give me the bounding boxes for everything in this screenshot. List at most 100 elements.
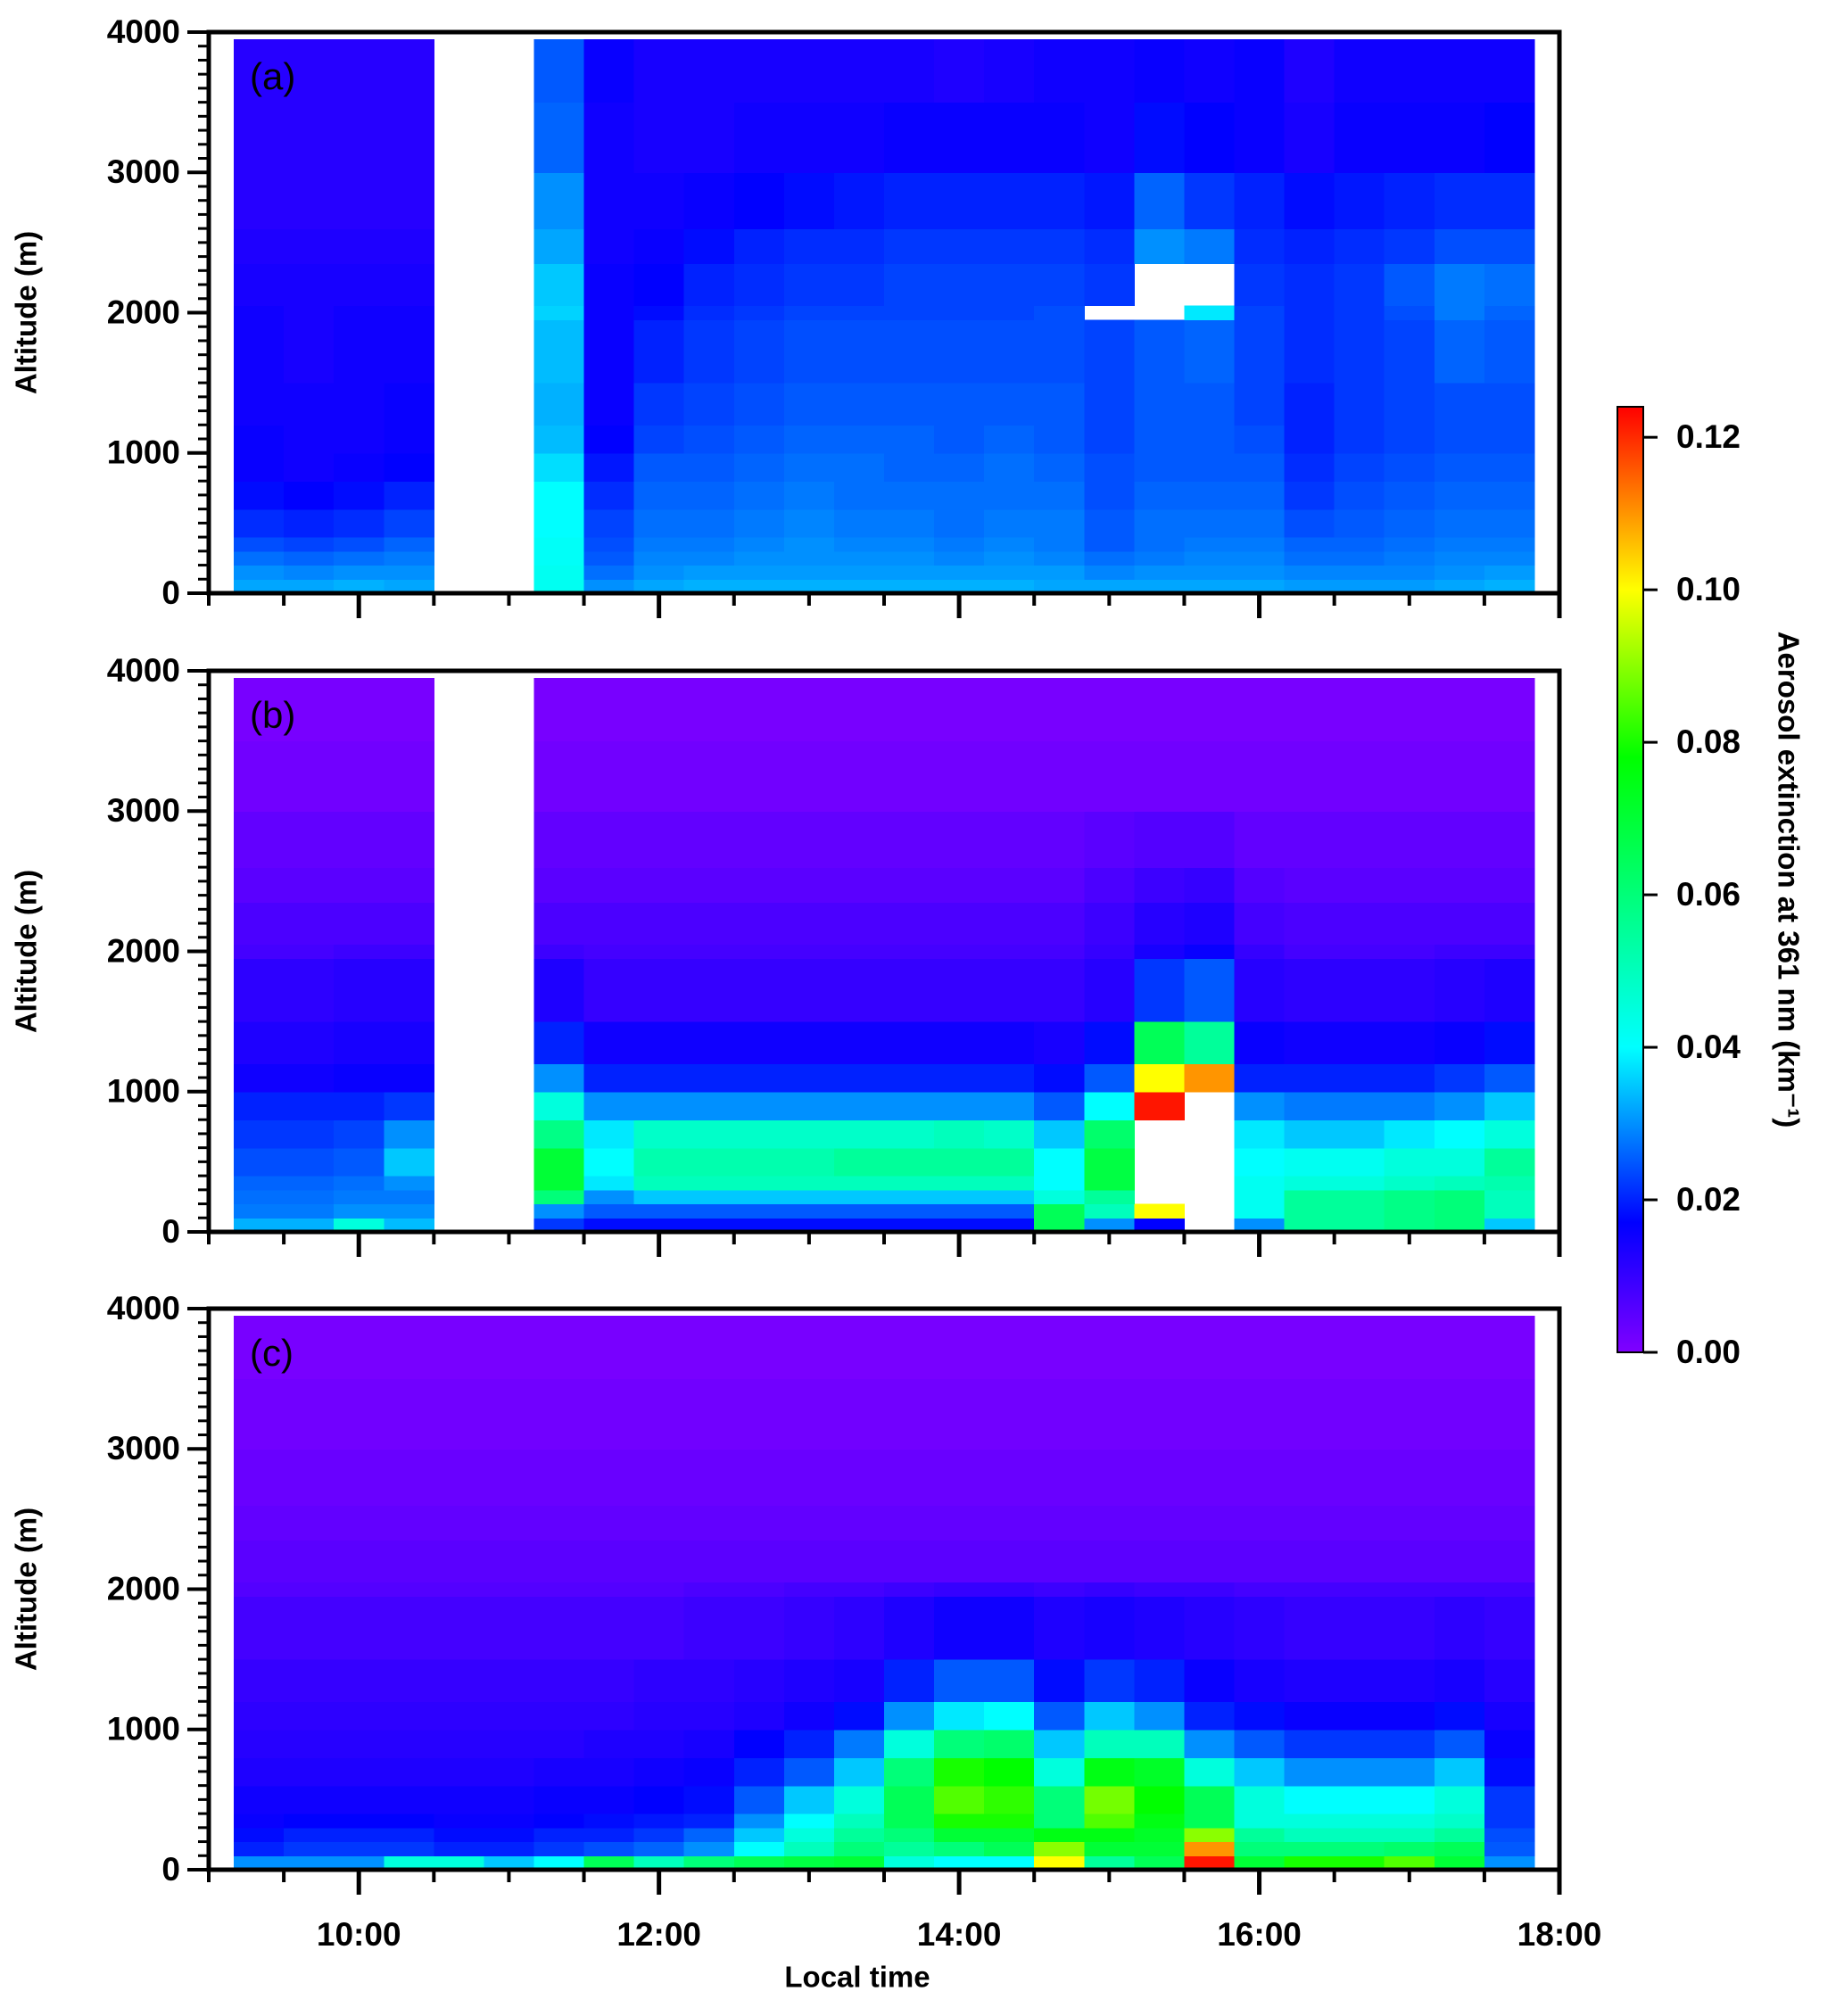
heatmap-cell [384,1120,434,1149]
heatmap-cell [1484,319,1535,384]
heatmap-cell [1434,537,1485,552]
heatmap-cell [1384,452,1435,482]
heatmap-cell [1134,1505,1186,1541]
heatmap-cell [1234,38,1286,103]
heatmap-cell [284,550,335,566]
heatmap-cell [533,1540,585,1583]
heatmap-cell [884,1120,935,1149]
heatmap-cell [384,305,434,320]
heatmap-cell [1134,1540,1186,1583]
heatmap-cell [1384,565,1435,580]
heatmap-cell [583,305,635,320]
heatmap-cell [984,1091,1035,1120]
heatmap-cell [1484,1785,1535,1814]
heatmap-cell [1234,452,1286,482]
heatmap-cell [1234,579,1286,594]
heatmap-cell [934,383,985,426]
heatmap-cell [1034,172,1085,229]
heatmap-cell [334,1540,385,1583]
heatmap-cell [984,1315,1035,1380]
heatmap-cell [733,537,785,552]
heatmap-cell [683,677,735,742]
heatmap-cell [1184,1701,1236,1731]
heatmap-cell [934,305,985,320]
heatmap-cell [234,944,285,959]
heatmap-cell [384,508,434,538]
heatmap-cell [1434,1540,1485,1583]
heatmap-cell [783,811,835,868]
heatmap-cell [733,508,785,538]
heatmap-cell [1334,452,1385,482]
heatmap-cell [1034,1449,1085,1506]
heatmap-cell [284,1757,335,1787]
heatmap-cell [984,1757,1035,1787]
colorbar [1617,406,1644,1353]
heatmap-cell [984,1189,1035,1205]
heatmap-cell [1034,425,1085,454]
heatmap-cell [384,740,434,812]
heatmap-cell [683,1729,735,1758]
heatmap-cell [1384,305,1435,320]
heatmap-cell [733,1841,785,1856]
heatmap-cell [984,1596,1035,1660]
heatmap-cell [583,1659,635,1702]
heatmap-cell [934,677,985,742]
heatmap-cell [833,740,885,812]
heatmap-cell [984,550,1035,566]
heatmap-cell [583,508,635,538]
heatmap-cell [1134,1596,1186,1660]
heatmap-cell [1034,102,1085,173]
heatmap-cell [783,902,835,946]
heatmap-cell [783,677,835,742]
heatmap-cell [1234,565,1286,580]
heatmap-cell [384,958,434,1022]
heatmap-cell [284,305,335,320]
heatmap-cell [1384,579,1435,594]
heatmap-cell [633,537,685,552]
heatmap-cell [1134,1021,1186,1064]
heatmap-cell [583,958,635,1022]
heatmap-cell [884,1505,935,1541]
heatmap-cell [334,425,385,454]
heatmap-cell [533,1596,585,1660]
heatmap-cell [1334,1063,1385,1093]
heatmap-cell [733,1315,785,1380]
heatmap-cell [1384,1218,1435,1233]
heatmap-cell [533,958,585,1022]
heatmap-cell [633,383,685,426]
heatmap-cell [884,319,935,384]
heatmap-cell [533,1582,585,1597]
y-tick-label: 2000 [107,932,180,969]
heatmap-cell [633,1855,685,1871]
heatmap-cell [633,452,685,482]
heatmap-cell [1284,1505,1335,1541]
heatmap-cell [1484,1582,1535,1597]
heatmap-cell [1084,452,1135,482]
heatmap-cell [1334,1582,1385,1597]
heatmap-cell [583,1827,635,1843]
heatmap-cell [633,1841,685,1856]
heatmap-cell [884,740,935,812]
heatmap-cell [1434,1147,1485,1177]
heatmap-cell [1184,319,1236,384]
heatmap-cell [1134,38,1186,103]
heatmap-cell [633,1540,685,1583]
heatmap-cell [1284,579,1335,594]
heatmap-cell [1084,1729,1135,1758]
heatmap-cell [583,811,635,868]
heatmap-cell [1434,902,1485,946]
heatmap-cell [1434,228,1485,265]
heatmap-cell [1434,1596,1485,1660]
heatmap-cell [334,1120,385,1149]
heatmap-cell [733,1814,785,1829]
heatmap-cell [1234,1063,1286,1093]
heatmap-cell [1434,172,1485,229]
heatmap-cell [683,1582,735,1597]
heatmap-cell [533,902,585,946]
heatmap-cell [533,1091,585,1120]
heatmap-cell [1184,1540,1236,1583]
heatmap-cell [1384,263,1435,307]
heatmap-cell [783,537,835,552]
heatmap-cell [1384,1841,1435,1856]
heatmap-cell [984,1582,1035,1597]
